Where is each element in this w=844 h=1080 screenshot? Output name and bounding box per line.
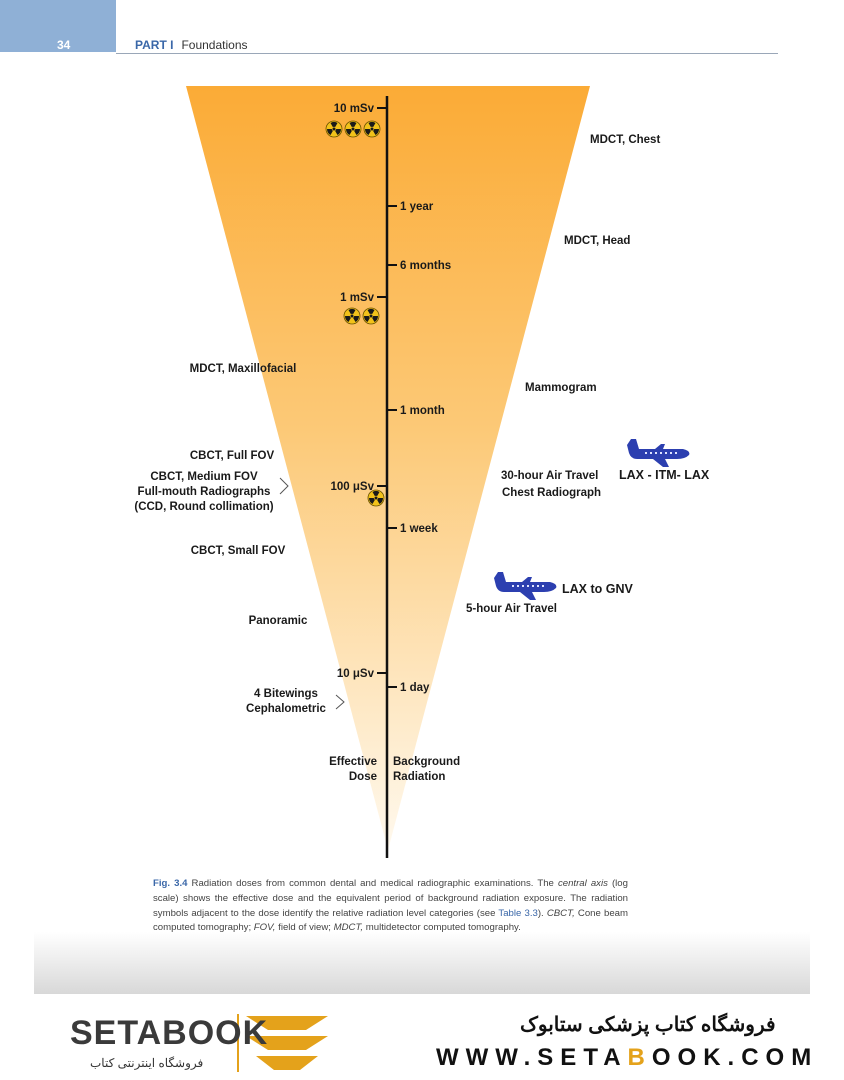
axis-title-effective-dose: Dose [349, 771, 377, 783]
setabook-logo-icon [237, 1014, 328, 1072]
exam-label-left: CBCT, Small FOV [191, 545, 286, 557]
logo-wordmark: SETABOOK [70, 1014, 269, 1052]
dose-label: 10 μSv [337, 668, 375, 680]
footer-banner [0, 994, 844, 1080]
exam-labels: MDCT, Maxillofacial CBCT, Full FOV CBCT, M… [134, 134, 660, 715]
url-part: OOK.COM [651, 1044, 819, 1071]
caption-em: central axis [557, 878, 608, 889]
figure-caption: Fig. 3.4 Radiation doses from common den… [153, 877, 628, 936]
page-tab [0, 0, 116, 52]
exam-label-left: 4 Bitewings [254, 688, 318, 700]
page-bottom-shadow [34, 932, 810, 994]
caption-em: MDCT, [333, 922, 364, 934]
caption-text: ). [537, 907, 547, 919]
url-highlight: B [627, 1044, 652, 1071]
axis-title-background-radiation: Radiation [393, 771, 445, 783]
period-label: 1 month [400, 405, 445, 417]
exam-label-left: CBCT, Full FOV [190, 450, 275, 462]
period-label: 1 year [400, 201, 434, 213]
section-title: Foundations [181, 38, 248, 52]
dose-label: 1 mSv [340, 292, 374, 304]
exam-label-right: 30-hour Air Travel [501, 470, 598, 482]
caption-label: Fig. 3.4 [153, 878, 188, 889]
caption-em: CBCT, [546, 907, 575, 919]
part-label: PART I [135, 38, 174, 52]
period-label: 1 week [400, 523, 438, 535]
table-reference-link[interactable]: Table 3.3 [498, 907, 538, 919]
axis-title-background-radiation: Background [393, 756, 460, 768]
flight-markers: LAX - ITM- LAX LAX to GNV [494, 439, 710, 600]
airplane-icon [627, 439, 690, 467]
store-name: فروشگاه کتاب پزشکی ستابوک [520, 1014, 776, 1036]
running-head: PART I Foundations [135, 38, 248, 52]
caption-text: multidetector computed tomography. [363, 922, 521, 934]
exam-label-right: 5-hour Air Travel [466, 603, 557, 615]
dose-label: 10 mSv [334, 103, 375, 115]
flight-route-label: LAX - ITM- LAX [619, 468, 710, 482]
exam-label-left: CBCT, Medium FOV [150, 471, 258, 483]
url-part: WWW.SETA [436, 1044, 628, 1071]
period-label: 6 months [400, 260, 451, 272]
caption-em: FOV, [253, 922, 276, 934]
caption-text: (log scale) shows the effective dose and… [153, 878, 628, 919]
exam-label-right: MDCT, Head [564, 235, 630, 247]
caption-text: field of view; [275, 922, 334, 934]
page-number: 34 [57, 38, 71, 52]
exam-label-right: Mammogram [525, 382, 597, 394]
exam-label-right: Chest Radiograph [502, 487, 601, 499]
axis-title-effective-dose: Effective [329, 756, 377, 768]
store-url-link[interactable]: WWW.SETABOOK.COM [436, 1044, 818, 1072]
caption-text: Radiation doses from common dental and m… [191, 878, 558, 889]
exam-label-left: Full-mouth Radiographs [138, 486, 271, 498]
central-axis: 10 mSv 1 mSv 100 μSv 10 μSv 1 year 6 months 1 … [329, 96, 460, 858]
airplane-icon [494, 572, 557, 600]
radiation-symbol-icon [343, 307, 361, 325]
exam-label-left: MDCT, Maxillofacial [190, 363, 297, 375]
bracket-chevron [335, 694, 345, 710]
radiation-dose-diagram: 10 mSv 1 mSv 100 μSv 10 μSv 1 year 6 months 1 … [134, 86, 710, 858]
radiation-symbols [325, 120, 385, 507]
logo-subtitle: فروشگاه اینترنتی کتاب [90, 1056, 204, 1070]
period-label: 1 day [400, 682, 430, 694]
flight-route-label: LAX to GNV [562, 582, 633, 596]
radiation-symbol-icon [362, 307, 380, 325]
caption-text: Cone beam computed tomography; [153, 907, 629, 934]
bracket-chevron [279, 477, 289, 495]
radiation-symbol-icon [325, 120, 343, 138]
exam-label-left: Panoramic [249, 615, 308, 627]
exam-label-left: (CCD, Round collimation) [134, 501, 273, 513]
dose-label: 100 μSv [331, 481, 375, 493]
header-rule [116, 53, 778, 54]
radiation-symbol-icon [344, 120, 362, 138]
exam-label-left: Cephalometric [246, 703, 326, 715]
exam-label-right: MDCT, Chest [590, 134, 660, 146]
radiation-symbol-icon [363, 120, 381, 138]
radiation-symbol-icon [367, 489, 385, 507]
